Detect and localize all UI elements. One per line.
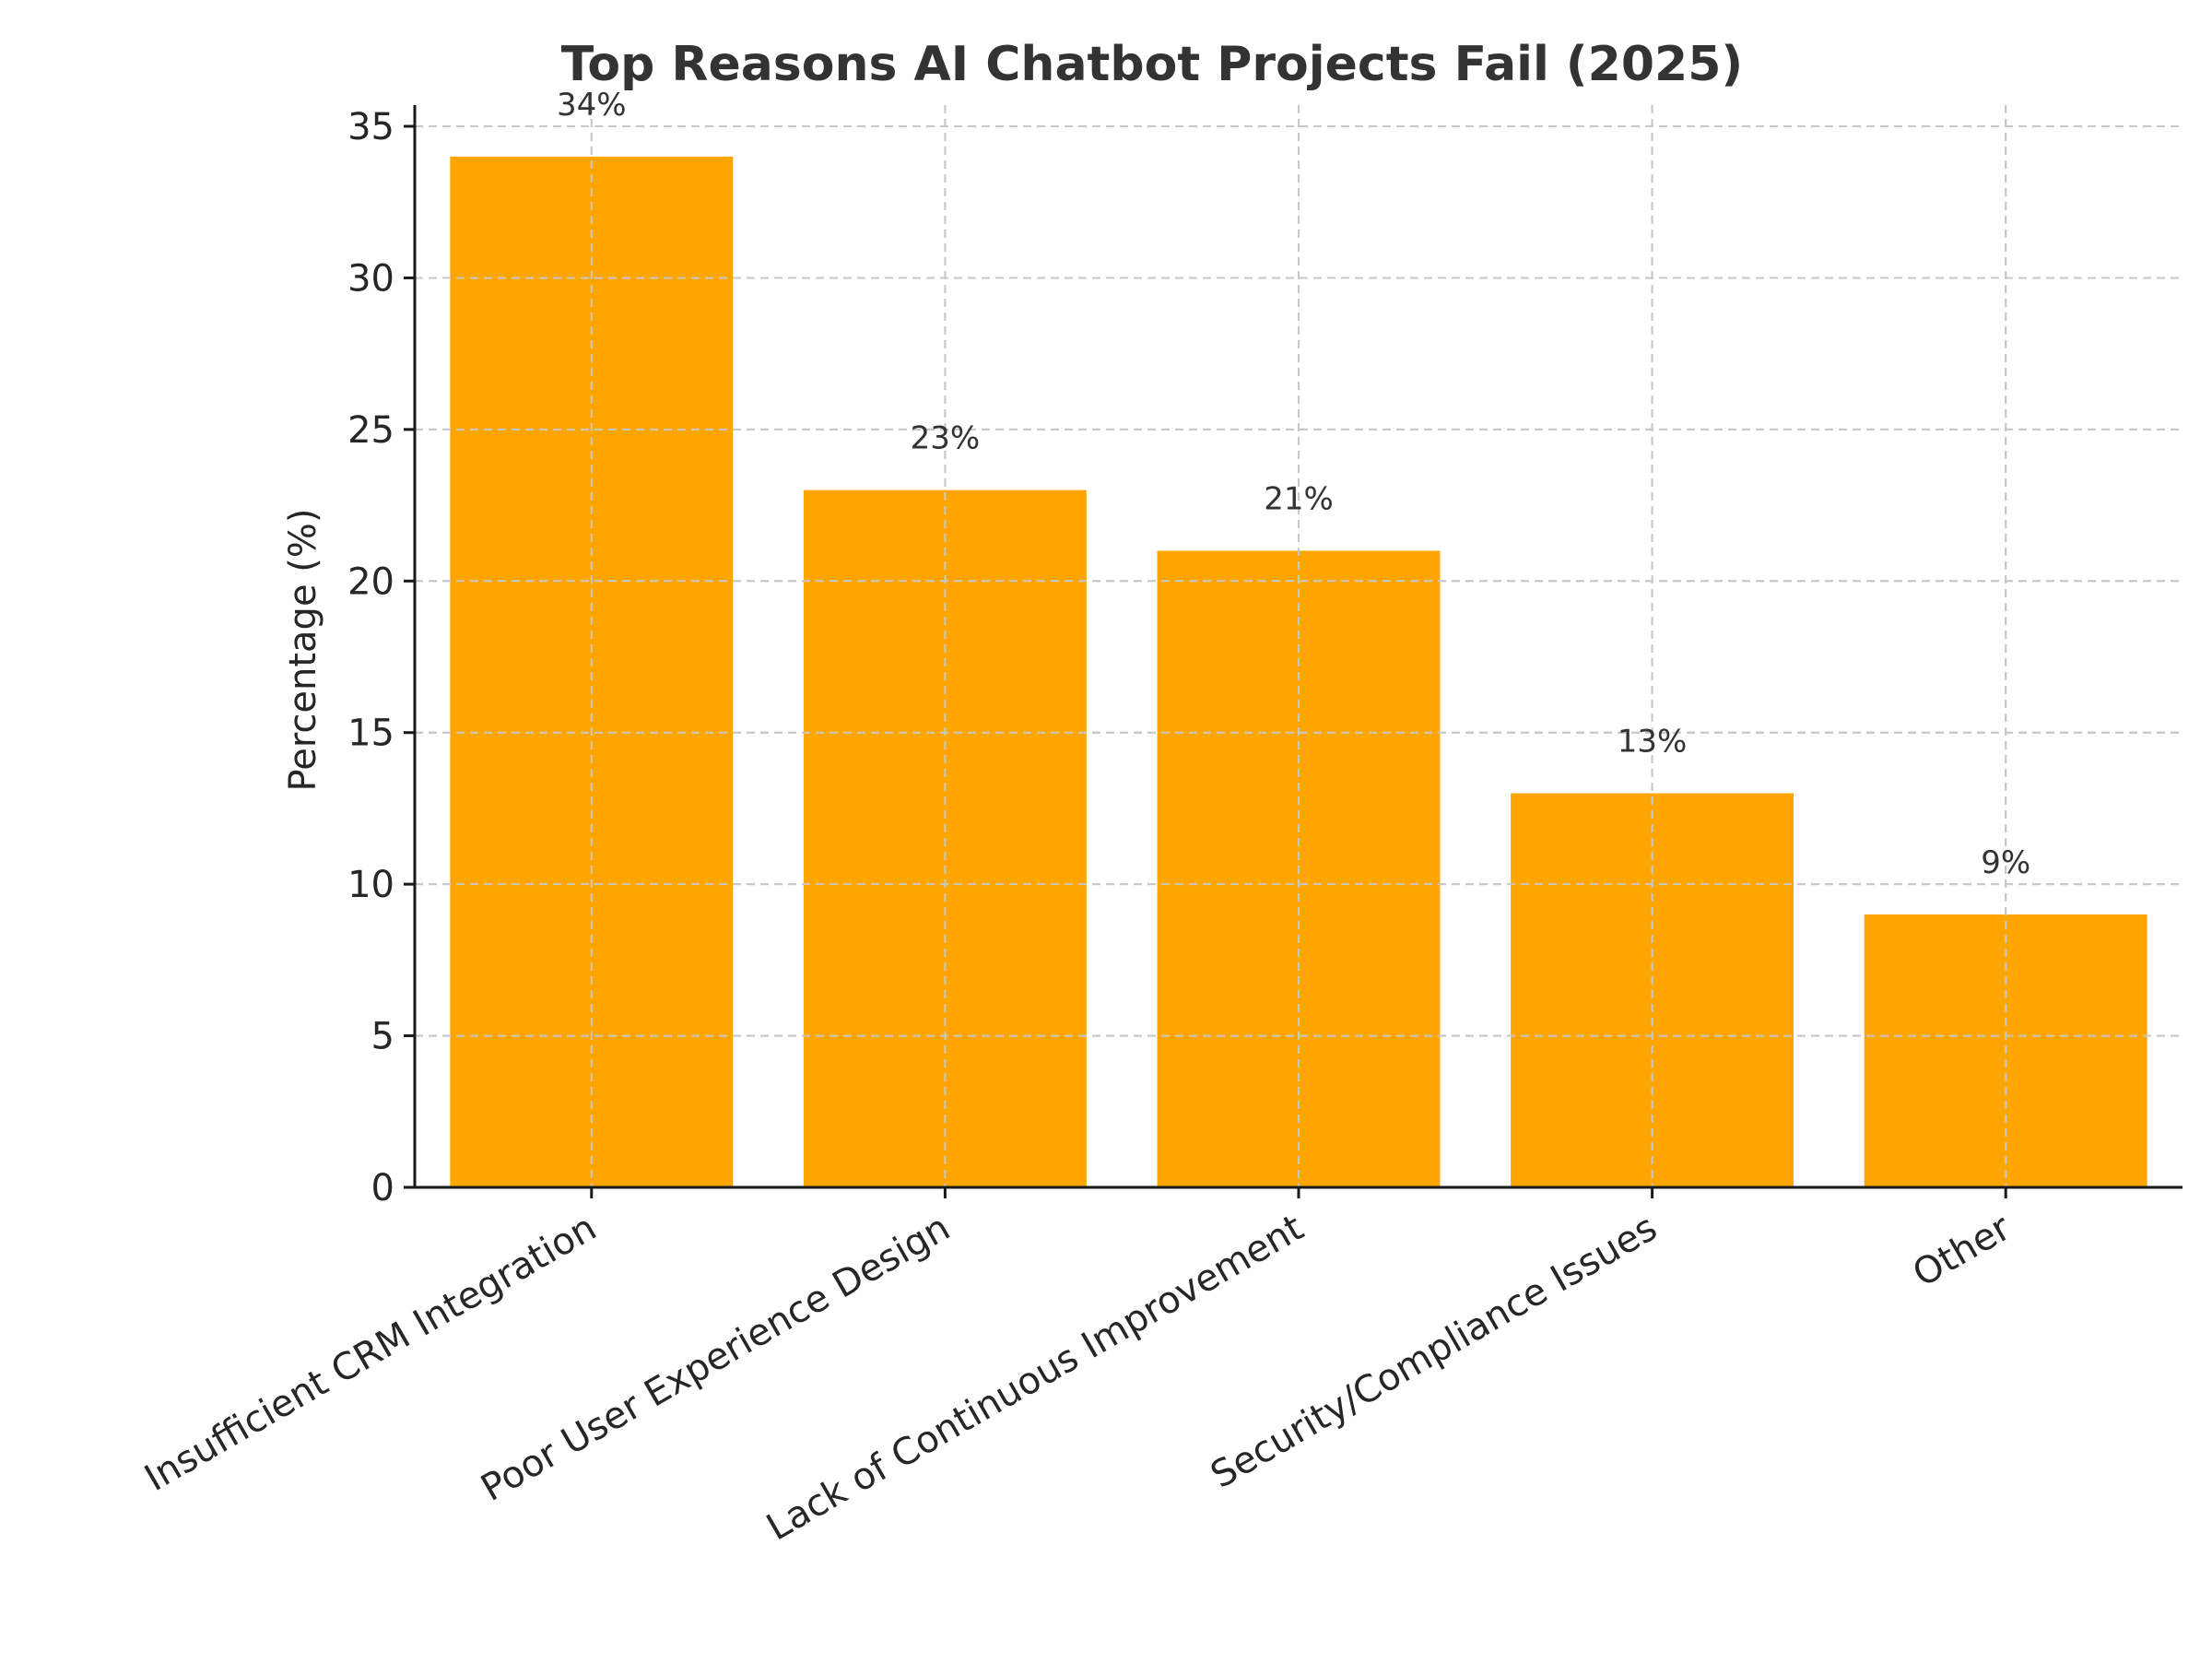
value-labels: 34% 23% 21% 13% 9% <box>557 87 2030 881</box>
y-axis-label: Percentage (%) <box>282 509 324 792</box>
y-tick-label: 10 <box>347 864 394 906</box>
bars <box>415 105 2183 1188</box>
y-tick-label: 35 <box>347 106 394 148</box>
y-tick-label: 5 <box>371 1016 394 1058</box>
data-label: 23% <box>911 420 981 457</box>
x-tick-label: Other <box>1906 1207 2018 1296</box>
y-tick-label: 30 <box>347 257 394 300</box>
data-label: 34% <box>557 87 627 124</box>
data-label: 21% <box>1264 480 1334 517</box>
y-tick-label: 25 <box>347 409 394 452</box>
y-tick-label: 20 <box>347 560 394 603</box>
y-tick-label: 0 <box>371 1167 394 1209</box>
data-label: 9% <box>1981 844 2030 881</box>
x-tick-label: Lack of Continuous Improvement <box>759 1207 1311 1550</box>
chart-title: Top Reasons AI Chatbot Projects Fail (20… <box>561 37 1743 92</box>
data-label: 13% <box>1618 723 1688 760</box>
y-tick-label: 15 <box>347 713 394 755</box>
